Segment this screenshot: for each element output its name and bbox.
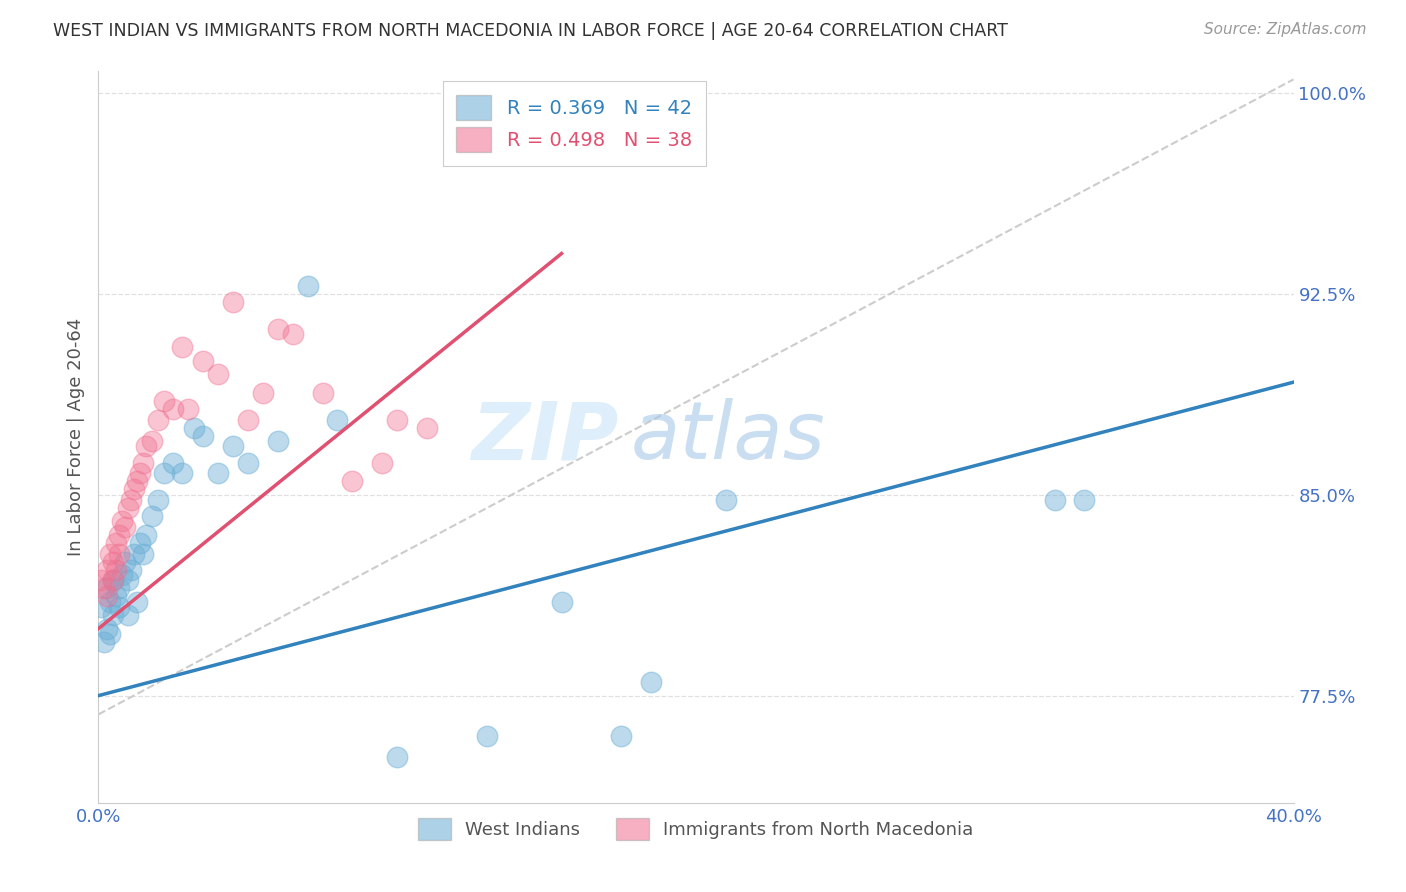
- Point: [127, 595, 149, 609]
- Point: [96, 590, 118, 604]
- Point: [172, 467, 194, 481]
- Point: [172, 340, 194, 354]
- Point: [117, 501, 139, 516]
- Point: [311, 385, 333, 400]
- Point: [267, 321, 290, 335]
- Point: [236, 456, 259, 470]
- Point: [96, 563, 118, 577]
- Point: [135, 440, 157, 454]
- Point: [222, 440, 245, 454]
- Point: [105, 590, 128, 604]
- Point: [108, 547, 131, 561]
- Point: [132, 456, 155, 470]
- Point: [96, 582, 118, 596]
- Point: [124, 547, 146, 561]
- Point: [96, 622, 118, 636]
- Point: [108, 600, 131, 615]
- Point: [98, 595, 122, 609]
- Point: [183, 420, 205, 434]
- Point: [326, 412, 349, 426]
- Point: [714, 493, 737, 508]
- Point: [103, 574, 125, 588]
- Point: [120, 563, 142, 577]
- Point: [416, 420, 439, 434]
- Point: [117, 608, 139, 623]
- Point: [127, 475, 149, 489]
- Point: [550, 595, 572, 609]
- Point: [129, 536, 152, 550]
- Point: [105, 536, 128, 550]
- Point: [98, 547, 122, 561]
- Point: [93, 582, 115, 596]
- Point: [610, 729, 633, 743]
- Point: [90, 574, 112, 588]
- Point: [108, 528, 131, 542]
- Point: [252, 385, 274, 400]
- Point: [103, 555, 125, 569]
- Point: [297, 278, 319, 293]
- Point: [267, 434, 290, 449]
- Point: [129, 467, 152, 481]
- Text: Source: ZipAtlas.com: Source: ZipAtlas.com: [1204, 22, 1367, 37]
- Point: [114, 555, 136, 569]
- Point: [111, 515, 134, 529]
- Point: [93, 635, 115, 649]
- Point: [385, 750, 409, 764]
- Point: [135, 528, 157, 542]
- Text: WEST INDIAN VS IMMIGRANTS FROM NORTH MACEDONIA IN LABOR FORCE | AGE 20-64 CORREL: WEST INDIAN VS IMMIGRANTS FROM NORTH MAC…: [53, 22, 1008, 40]
- Point: [117, 574, 139, 588]
- Point: [120, 493, 142, 508]
- Point: [640, 675, 662, 690]
- Point: [1073, 493, 1095, 508]
- Point: [105, 563, 128, 577]
- Point: [342, 475, 364, 489]
- Point: [148, 412, 170, 426]
- Text: ZIP: ZIP: [471, 398, 619, 476]
- Point: [191, 428, 214, 442]
- Point: [281, 326, 304, 341]
- Point: [141, 509, 163, 524]
- Point: [132, 547, 155, 561]
- Legend: West Indians, Immigrants from North Macedonia: West Indians, Immigrants from North Mace…: [409, 808, 983, 848]
- Point: [385, 412, 409, 426]
- Point: [108, 582, 131, 596]
- Point: [162, 401, 184, 416]
- Point: [236, 412, 259, 426]
- Point: [90, 600, 112, 615]
- Y-axis label: In Labor Force | Age 20-64: In Labor Force | Age 20-64: [66, 318, 84, 557]
- Text: atlas: atlas: [630, 398, 825, 476]
- Point: [371, 456, 394, 470]
- Point: [124, 483, 146, 497]
- Point: [103, 608, 125, 623]
- Point: [148, 493, 170, 508]
- Point: [207, 467, 229, 481]
- Point: [222, 294, 245, 309]
- Point: [153, 467, 176, 481]
- Point: [191, 353, 214, 368]
- Point: [98, 627, 122, 641]
- Point: [177, 401, 200, 416]
- Point: [114, 520, 136, 534]
- Point: [103, 574, 125, 588]
- Point: [111, 568, 134, 582]
- Point: [162, 456, 184, 470]
- Point: [153, 393, 176, 408]
- Point: [207, 367, 229, 381]
- Point: [475, 729, 498, 743]
- Point: [1043, 493, 1066, 508]
- Point: [141, 434, 163, 449]
